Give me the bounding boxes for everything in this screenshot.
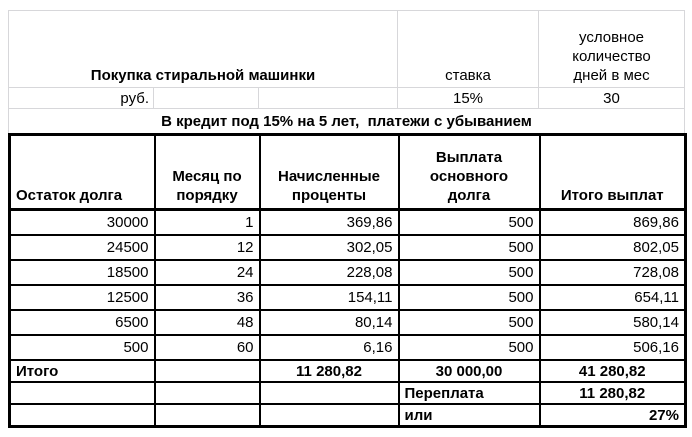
cell-month: 1 — [153, 208, 261, 236]
cell-month: 60 — [153, 334, 261, 361]
cell-balance: 24500 — [8, 234, 156, 261]
overpayment-row: Переплата 11 280,82 — [8, 381, 687, 405]
cell-month: 24 — [153, 259, 261, 286]
table-row: 500 60 6,16 500 506,16 — [8, 334, 687, 361]
loan-table: Остаток долга Месяц по порядку Начисленн… — [8, 133, 687, 428]
empty-cell — [153, 403, 261, 428]
rate-value: 15% — [397, 87, 540, 109]
cell-total: 506,16 — [538, 334, 687, 361]
cell-balance: 12500 — [8, 284, 156, 311]
cell-interest: 6,16 — [258, 334, 400, 361]
cell-interest: 228,08 — [258, 259, 400, 286]
days-value: 30 — [538, 87, 686, 109]
cell-month: 36 — [153, 284, 261, 311]
total-principal: 30 000,00 — [397, 359, 541, 383]
info-row-values: руб. 15% 30 — [8, 87, 686, 109]
table-row: 12500 36 154,11 500 654,11 — [8, 284, 687, 311]
cell-principal: 500 — [397, 284, 541, 311]
empty-cell — [153, 87, 259, 109]
cell-principal: 500 — [397, 259, 541, 286]
empty-cell — [257, 87, 399, 109]
header-principal: Выплата основного долга — [397, 133, 541, 211]
cell-principal: 500 — [397, 334, 541, 361]
cell-total: 869,86 — [538, 208, 687, 236]
cell-interest: 80,14 — [258, 309, 400, 336]
cell-total: 654,11 — [538, 284, 687, 311]
table-row: 18500 24 228,08 500 728,08 — [8, 259, 687, 286]
cell-principal: 500 — [397, 208, 541, 236]
empty-cell — [8, 381, 156, 405]
cell-interest: 369,86 — [258, 208, 400, 236]
or-label: или — [397, 403, 541, 428]
days-label: условное количество дней в мес — [538, 10, 686, 88]
info-row-titles: Покупка стиральной машинки ставка условн… — [7, 10, 686, 88]
total-row: Итого 11 280,82 30 000,00 41 280,82 — [8, 359, 687, 383]
cell-interest: 302,05 — [258, 234, 400, 261]
overpayment-label: Переплата — [397, 381, 541, 405]
header-balance: Остаток долга — [8, 133, 156, 211]
cell-balance: 500 — [8, 334, 156, 361]
header-month: Месяц по порядку — [153, 133, 261, 211]
cell-principal: 500 — [397, 309, 541, 336]
cell-month: 12 — [153, 234, 261, 261]
total-label: Итого — [8, 359, 156, 383]
or-value: 27% — [538, 403, 687, 428]
table-row: 6500 48 80,14 500 580,14 — [8, 309, 687, 336]
cell-interest: 154,11 — [258, 284, 400, 311]
loan-table-header-row: Остаток долга Месяц по порядку Начисленн… — [8, 133, 687, 211]
cell-total: 728,08 — [538, 259, 687, 286]
info-table: Покупка стиральной машинки ставка условн… — [7, 10, 686, 133]
empty-cell — [8, 403, 156, 428]
empty-cell — [153, 381, 261, 405]
empty-cell — [153, 359, 261, 383]
cell-total: 802,05 — [538, 234, 687, 261]
cell-total: 580,14 — [538, 309, 687, 336]
empty-cell — [258, 403, 400, 428]
total-interest: 11 280,82 — [258, 359, 400, 383]
or-row: или 27% — [8, 403, 687, 428]
header-total: Итого выплат — [538, 133, 687, 211]
total-payments: 41 280,82 — [538, 359, 687, 383]
table-row: 24500 12 302,05 500 802,05 — [8, 234, 687, 261]
purchase-title: Покупка стиральной машинки — [7, 10, 399, 88]
credit-banner: В кредит под 15% на 5 лет, платежи с убы… — [7, 108, 686, 133]
cell-balance: 30000 — [8, 208, 156, 236]
cell-principal: 500 — [397, 234, 541, 261]
overpayment-value: 11 280,82 — [538, 381, 687, 405]
header-interest: Начисленные проценты — [258, 133, 400, 211]
empty-cell — [258, 381, 400, 405]
cell-balance: 18500 — [8, 259, 156, 286]
cell-month: 48 — [153, 309, 261, 336]
rate-label: ставка — [397, 10, 540, 88]
currency-label: руб. — [8, 87, 154, 109]
cell-balance: 6500 — [8, 309, 156, 336]
table-row: 30000 1 369,86 500 869,86 — [8, 208, 687, 236]
banner-row: В кредит под 15% на 5 лет, платежи с убы… — [7, 108, 686, 133]
